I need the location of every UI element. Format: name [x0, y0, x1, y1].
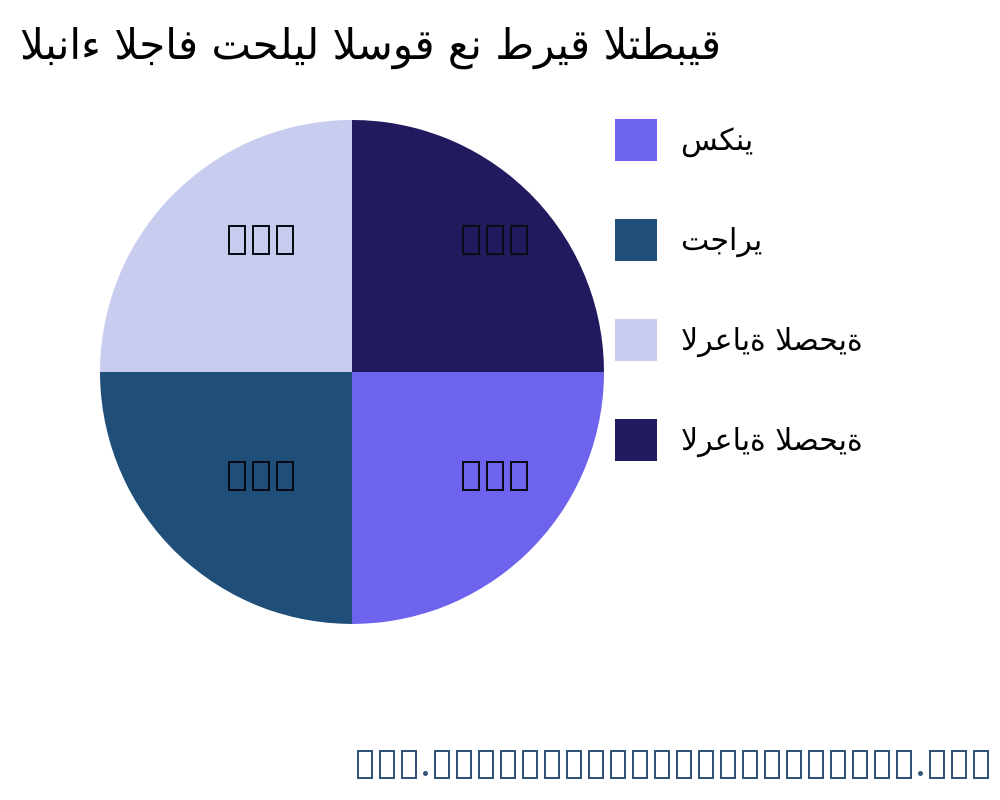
pie-slice-commercial [100, 372, 352, 624]
legend-item-residential: سكني [615, 118, 753, 162]
legend-label-commercial: تجاري [681, 222, 763, 258]
legend-swatch-commercial [615, 219, 657, 261]
legend-item-commercial: تجاري [615, 218, 762, 262]
legend-item-healthcare-dark: الرعاية الصحية [615, 418, 863, 462]
legend-swatch-healthcare-dark [615, 419, 657, 461]
legend-label-residential: سكني [681, 122, 754, 158]
legend-swatch-healthcare-light [615, 319, 657, 361]
pie-slice-label-healthcare-dark [459, 225, 531, 255]
legend-label-healthcare-dark: الرعاية الصحية [681, 422, 863, 458]
legend-swatch-residential [615, 119, 657, 161]
legend-label-healthcare-light: الرعاية الصحية [681, 322, 863, 358]
chart-title: البناء الجاف تحليل السوق عن طريق التطبيق [20, 20, 722, 69]
legend-item-healthcare-light: الرعاية الصحية [615, 318, 863, 362]
pie-slice-residential [352, 372, 604, 624]
pie-slice-healthcare-light [100, 120, 352, 372]
footer-watermark-url [354, 750, 992, 779]
pie-slice-label-commercial [225, 461, 297, 491]
pie-slice-label-residential [459, 461, 531, 491]
pie-slice-label-healthcare-light [225, 225, 297, 255]
